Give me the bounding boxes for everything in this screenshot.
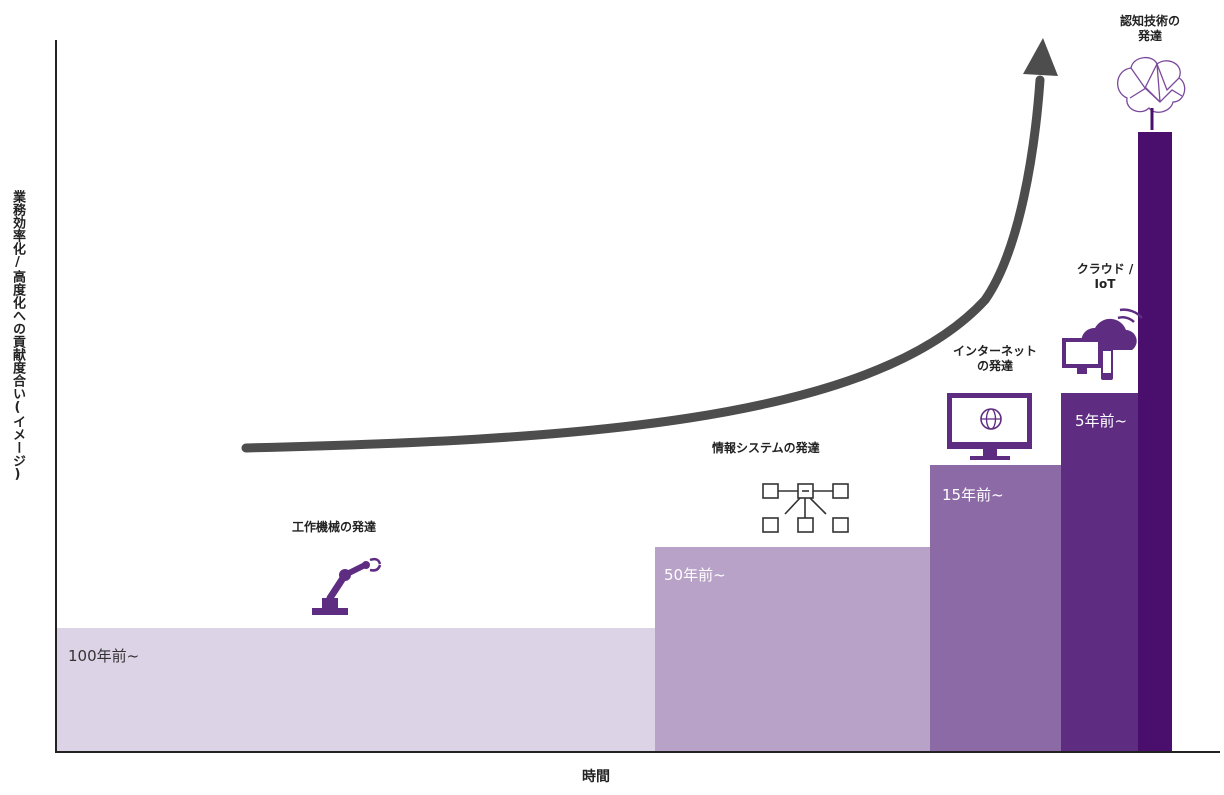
era-bar-cognitive-tech <box>1138 132 1172 752</box>
period-label-50y: 50年前~ <box>664 566 726 584</box>
robot-arm-icon <box>312 557 382 615</box>
cloud-device-icon <box>1062 308 1143 380</box>
era-title-cloud-line1: クラウド / <box>1076 262 1134 276</box>
y-axis-label: 業務効率化/高度化への貢献度合い(イメージ) <box>10 190 25 482</box>
network-icon <box>762 483 849 533</box>
growth-arrow-head <box>1023 38 1058 76</box>
brain-icon <box>1117 57 1186 130</box>
era-title-internet-line1: インターネット <box>952 344 1037 358</box>
era-bar-information-systems <box>655 547 930 752</box>
era-title-cognitive-line1: 認知技術の <box>1119 14 1180 28</box>
era-bar-internet <box>930 465 1061 752</box>
era-title-cognitive-line2: 発達 <box>1137 29 1162 43</box>
era-bar-cloud-iot <box>1061 393 1138 752</box>
monitor-globe-icon <box>947 393 1032 460</box>
era-title-internet: インターネット の発達 <box>935 344 1055 374</box>
era-title-information-systems: 情報システムの発達 <box>712 441 820 455</box>
period-label-15y: 15年前~ <box>942 486 1004 504</box>
era-title-cloud-iot: クラウド / IoT <box>1055 262 1155 292</box>
era-title-cognitive: 認知技術の 発達 <box>1100 14 1200 44</box>
period-label-100y: 100年前~ <box>68 647 140 665</box>
period-label-5y: 5年前~ <box>1075 412 1128 430</box>
era-bar-machine-tools <box>57 628 655 752</box>
x-axis-label: 時間 <box>582 769 610 785</box>
growth-arrow-curve <box>241 75 1045 453</box>
era-title-cloud-line2: IoT <box>1094 277 1116 291</box>
era-title-internet-line2: の発達 <box>976 359 1013 373</box>
era-title-machine-tools: 工作機械の発達 <box>292 520 377 534</box>
